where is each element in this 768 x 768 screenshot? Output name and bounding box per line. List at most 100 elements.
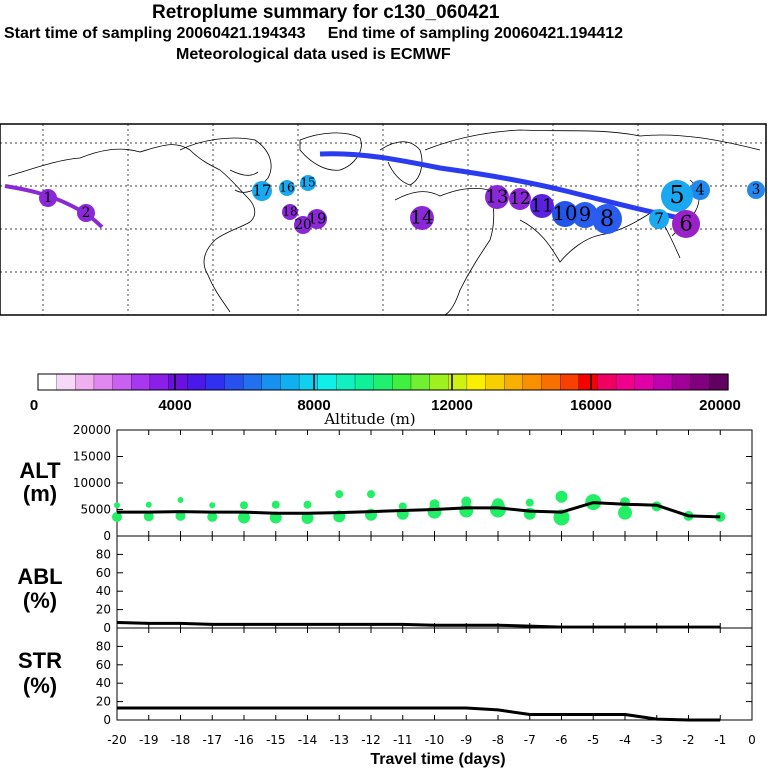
altitude-mean-line [117, 501, 721, 519]
map-marker-label: 16 [279, 181, 294, 195]
map-marker-label: 9 [579, 203, 591, 226]
colorbar-swatch [615, 373, 636, 391]
colorbar-swatch [578, 373, 599, 391]
colorbar-swatch [131, 373, 151, 391]
colorbar-tick-label: 8000 [297, 397, 330, 414]
x-axis: -20 -19 -18 -17 -16 -15 -14 -13 -12 -11 -10 -9 -8 -7-… [107, 733, 756, 768]
colorbar-swatch [112, 373, 132, 391]
colorbar-swatch [522, 373, 543, 391]
y-tick-label: 20 [96, 603, 111, 617]
colorbar-tick-label: 4000 [158, 397, 191, 414]
y-tick-label: 0 [103, 529, 111, 543]
x-tick-label: -5 [587, 733, 599, 747]
y-tick-label: 40 [96, 676, 111, 690]
met-data-label: Meteorological data used is ECMWF [176, 46, 451, 63]
colorbar-swatch [187, 373, 207, 391]
map-marker-15 [300, 175, 316, 191]
altitude-dot [238, 511, 250, 524]
colorbar-swatch [466, 373, 487, 391]
colorbar-swatch [93, 373, 114, 391]
altitude-dot [143, 511, 154, 522]
map-marker-label: 11 [531, 195, 554, 216]
map-gridlines [0, 124, 766, 315]
x-axis-title: Travel time (days) [370, 751, 505, 768]
map-marker-4 [690, 180, 710, 200]
colorbar-swatch [280, 373, 300, 391]
x-tick-label: -1 [714, 733, 726, 747]
x-tick-label: -20 [107, 733, 127, 747]
colorbar-swatch [56, 373, 76, 391]
abl-line [116, 620, 721, 629]
colorbar-swatch [261, 373, 282, 391]
panel-label: STR [18, 648, 62, 673]
altitude-dot [525, 498, 534, 507]
map-marker-label: 19 [307, 210, 326, 228]
map-marker-label: 7 [654, 210, 664, 228]
altitude-dot [271, 500, 280, 509]
map-marker-8 [592, 204, 622, 234]
y-tick-label: 20000 [73, 423, 111, 437]
map-marker-label: 8 [600, 206, 614, 232]
colorbar-swatch [709, 373, 729, 391]
colorbar-swatch [690, 373, 711, 391]
x-tick-label: -3 [651, 733, 663, 747]
colorbar-tick-label: 20000 [699, 397, 741, 414]
colorbar-swatch [354, 373, 375, 391]
y-tick-label: 20 [96, 695, 111, 709]
altitude-dot [618, 505, 632, 520]
panel-unit: (%) [23, 588, 57, 613]
map-marker-7 [649, 209, 669, 229]
map-marker-14 [410, 206, 434, 230]
map-marker-label: 20 [294, 217, 311, 233]
y-tick-label: 0 [103, 621, 111, 635]
map-marker-1 [39, 189, 57, 207]
colorbar-swatch [485, 373, 505, 391]
map-marker-9 [572, 202, 598, 228]
map-marker-label: 15 [300, 176, 315, 190]
colorbar-swatch [634, 373, 655, 391]
colorbar-swatch [317, 373, 338, 391]
x-tick-label: -6 [556, 733, 568, 747]
altitude-dot [145, 501, 152, 508]
x-tick-label: -2 [683, 733, 695, 747]
sampling-times: Start time of sampling 20060421.194343 E… [4, 25, 768, 43]
map-marker-label: 3 [752, 182, 761, 198]
x-tick-label: -9 [460, 733, 472, 747]
altitude-dot [398, 502, 407, 511]
map-marker-label: 13 [486, 186, 509, 207]
colorbar-title: Altitude (m) [323, 410, 415, 428]
colorbar-swatch [653, 373, 673, 391]
x-tick-label: -16 [234, 733, 254, 747]
map-marker-5 [661, 180, 693, 212]
map-marker-17 [252, 181, 272, 201]
colorbar-swatch [373, 373, 393, 391]
x-tick-label: -8 [492, 733, 504, 747]
colorbar-swatch [671, 373, 692, 391]
colorbar-swatch [429, 373, 449, 391]
y-tick-label: 80 [96, 639, 111, 653]
altitude-dot [303, 500, 312, 509]
map-marker-label: 10 [553, 202, 578, 225]
altitude-dot [461, 496, 472, 507]
y-tick-label: 5000 [80, 503, 111, 517]
map-marker-label: 1 [44, 190, 53, 206]
altitude-dot [555, 490, 568, 503]
altitude-dot [367, 490, 375, 499]
panel-unit: (m) [23, 481, 57, 506]
map-marker-6 [672, 210, 700, 238]
altitude-dot [177, 496, 184, 503]
x-tick-label: -18 [171, 733, 191, 747]
colorbar-swatch [242, 373, 263, 391]
map-marker-18 [282, 204, 298, 220]
y-tick-label: 0 [103, 713, 111, 727]
x-tick-label: -12 [361, 733, 381, 747]
colorbar-swatch [392, 373, 412, 391]
x-tick-label: -15 [266, 733, 286, 747]
start-time-label: Start time of sampling 20060421.194343 [4, 25, 306, 42]
colorbar-swatch [149, 373, 170, 391]
colorbar-swatch [541, 373, 561, 391]
colorbar-swatch [298, 373, 319, 391]
altitude-dot [114, 502, 120, 509]
altitude-dot [335, 490, 344, 499]
